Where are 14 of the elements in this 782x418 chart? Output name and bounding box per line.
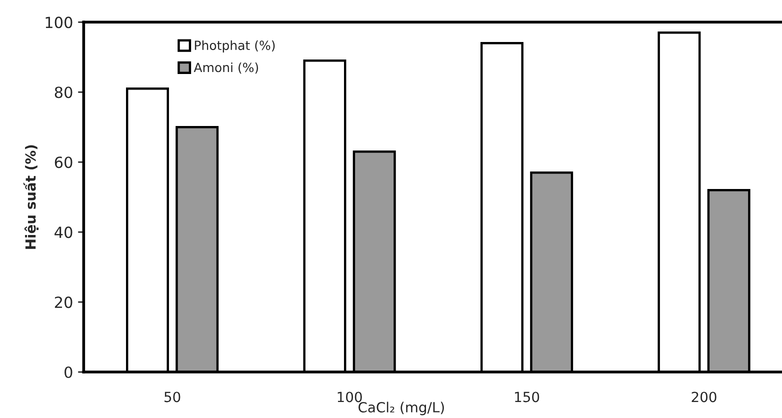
x-tick-label: 150 (515, 392, 540, 402)
y-axis-title: Hiệu suất (%) (23, 145, 39, 249)
x-tick-label: 100 (338, 392, 362, 402)
y-tick-label: 80 (54, 86, 72, 98)
y-tick-label: 0 (64, 366, 72, 378)
y-tick-label: 100 (46, 16, 72, 28)
legend-label: Amoni (%) (194, 62, 258, 74)
x-axis-title: CaCl₂ (mg/L) (358, 402, 444, 416)
x-tick-label: 200 (692, 392, 716, 402)
y-tick-label: 20 (54, 296, 72, 308)
x-tick-label: 50 (164, 392, 180, 402)
legend-label: Photphat (%) (194, 40, 275, 52)
y-tick-label: 60 (54, 156, 72, 168)
y-tick-label: 40 (54, 226, 72, 238)
